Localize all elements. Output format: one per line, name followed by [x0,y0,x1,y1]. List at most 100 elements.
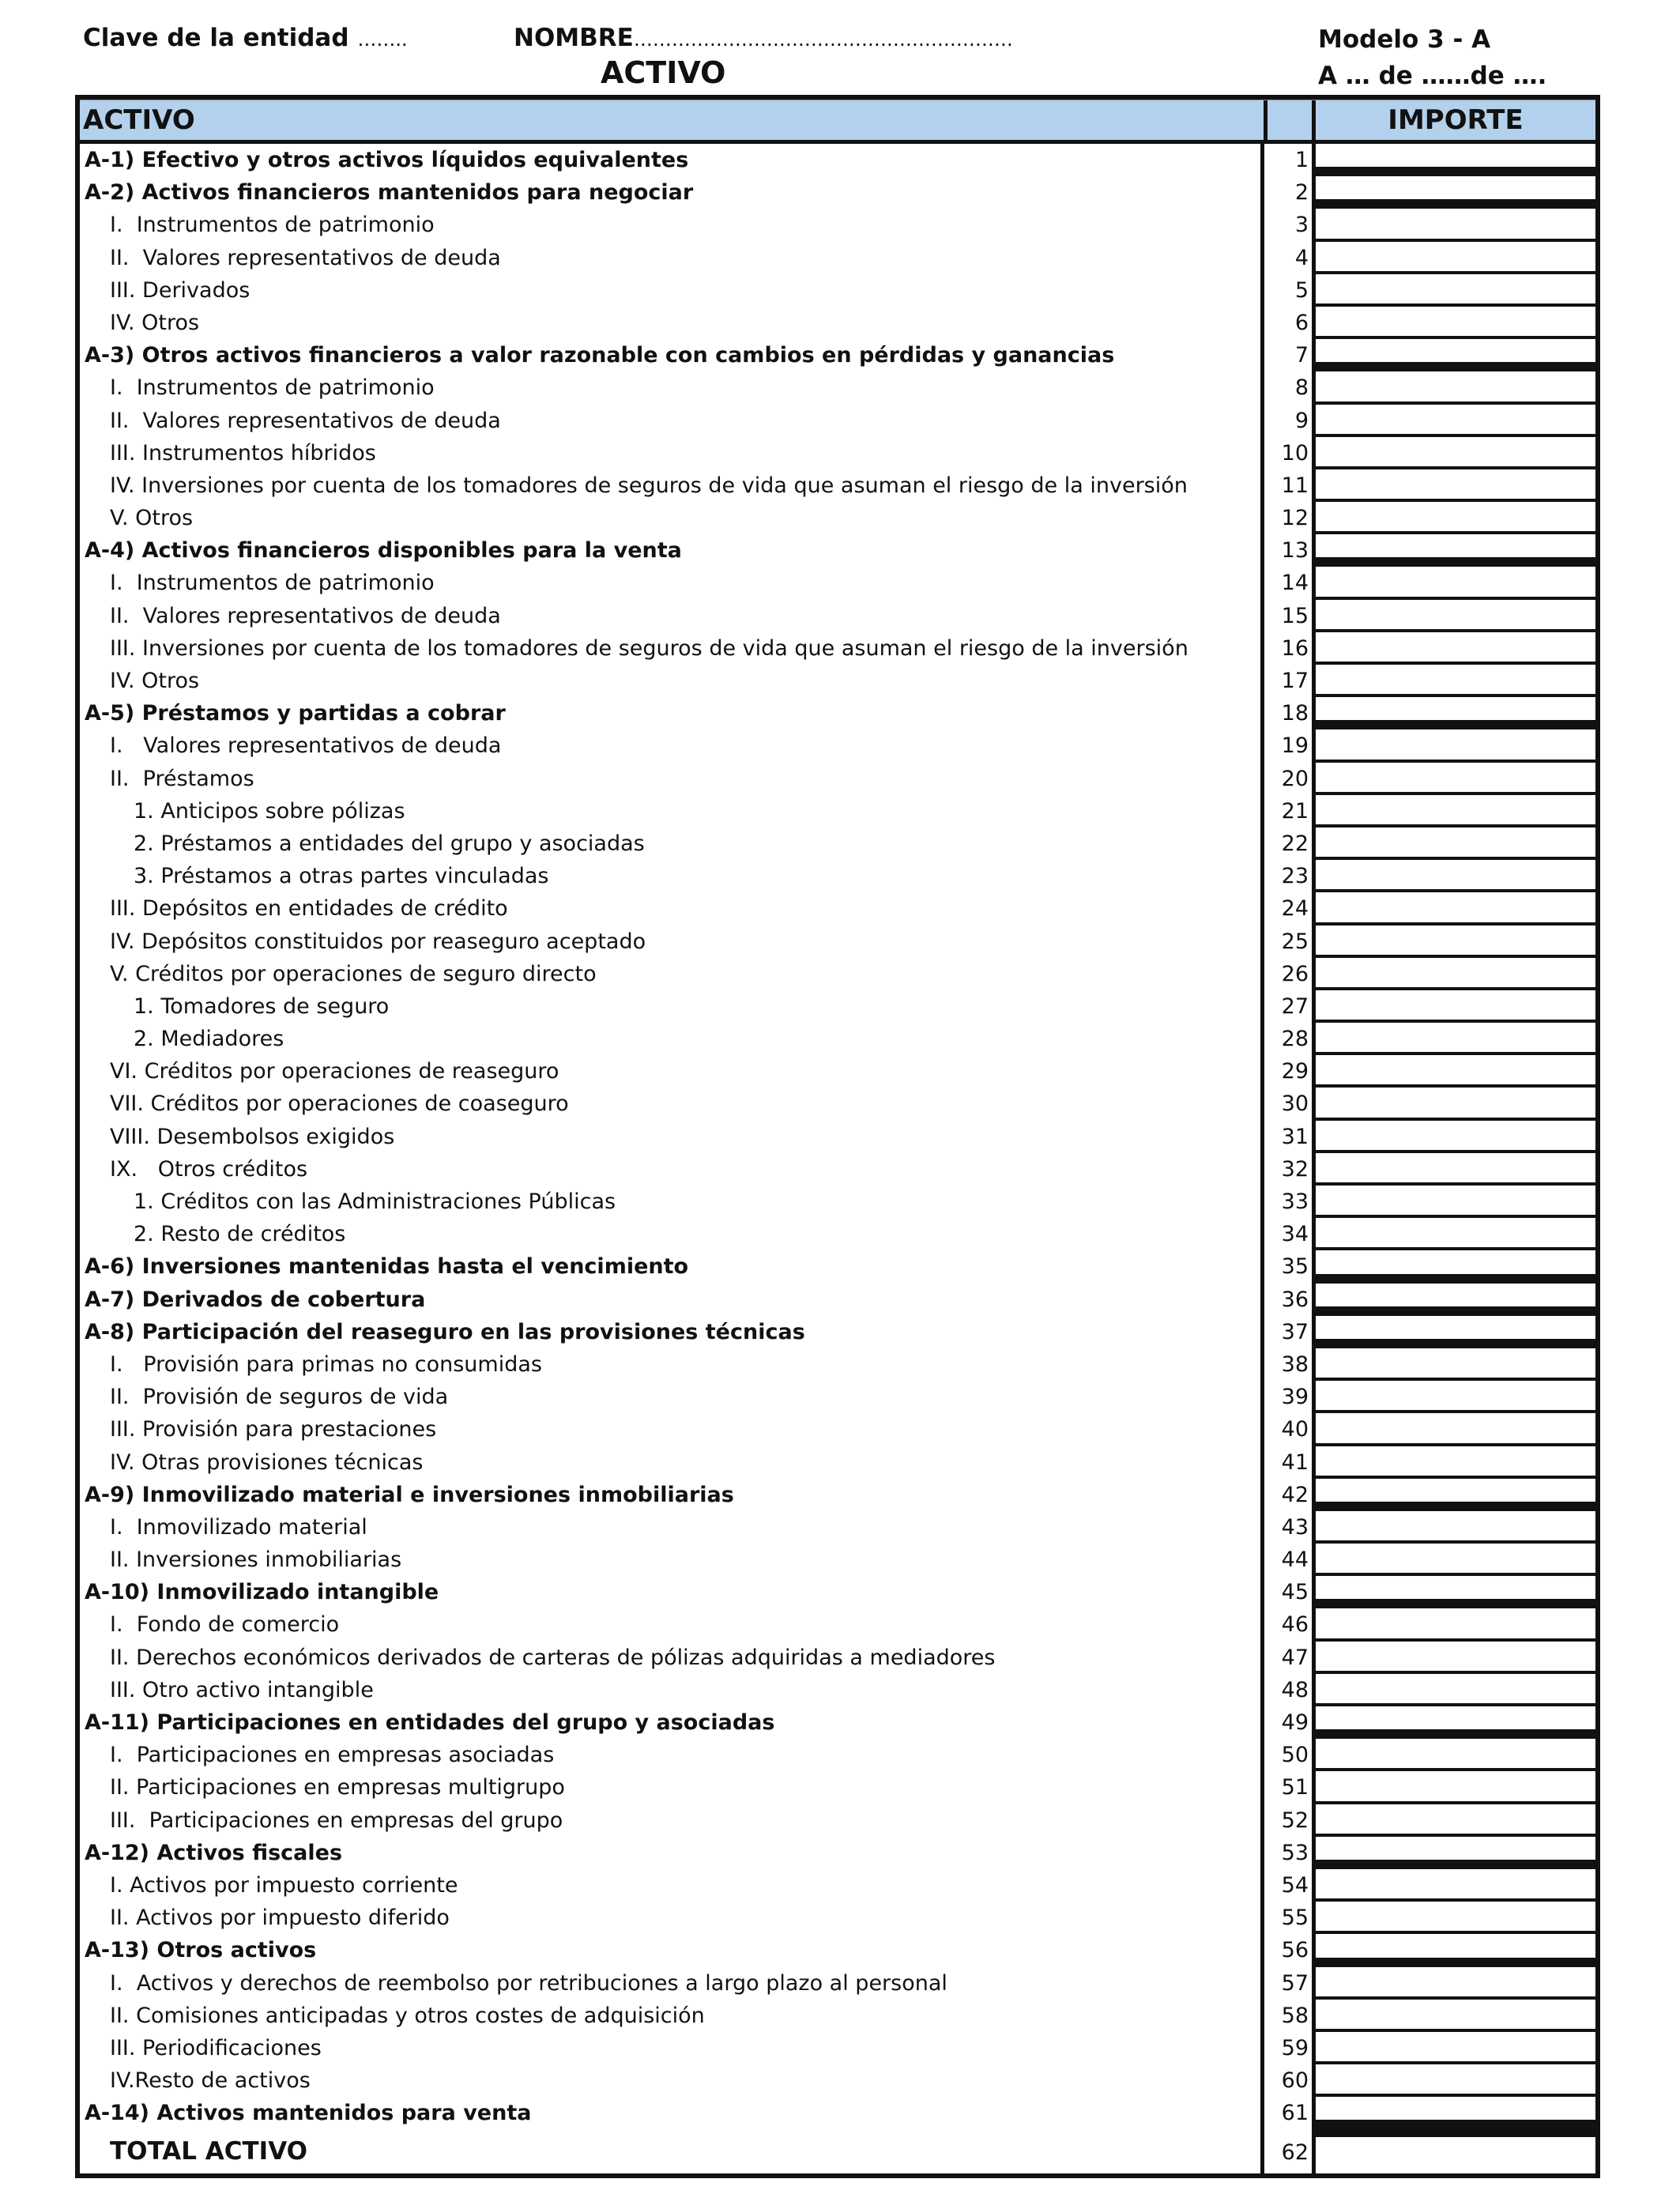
amount-input[interactable] [1316,2097,1595,2130]
row-number: 41 [1260,1446,1316,1479]
table-row: II. Valores representativos de deuda 15 [80,599,1595,632]
amount-input[interactable] [1316,405,1595,437]
amount-input[interactable] [1316,697,1595,730]
amount-box-border [1316,1674,1595,1706]
row-number: 5 [1260,273,1316,307]
amount-input[interactable] [1316,1544,1595,1577]
amount-input[interactable] [1316,1250,1595,1284]
amount-input[interactable] [1316,144,1595,177]
amount-input[interactable] [1316,1186,1595,1219]
amount-input[interactable] [1316,763,1595,795]
amount-input[interactable] [1316,1511,1595,1544]
table-row: A-11) Participaciones en entidades del g… [80,1706,1595,1740]
amount-input[interactable] [1316,2000,1595,2032]
amount-input[interactable] [1316,729,1595,763]
amount-box-border [1316,1153,1595,1186]
table-row: III. Depósitos en entidades de crédito 24 [80,892,1595,925]
amount-box-border [1316,144,1595,177]
amount-input[interactable] [1316,2129,1595,2173]
table-row: 1. Anticipos sobre pólizas 21 [80,794,1595,827]
row-label: 3. Préstamos a otras partes vinculadas [134,864,549,889]
row-label: A-2) Activos financieros mantenidos para… [85,180,694,205]
table-row: 1. Créditos con las Administraciones Púb… [80,1186,1595,1219]
row-label: II. Valores representativos de deuda [110,603,501,628]
amount-input[interactable] [1316,1284,1595,1316]
amount-input[interactable] [1316,2032,1595,2065]
row-number: 23 [1260,860,1316,893]
amount-input[interactable] [1316,1023,1595,1056]
row-number: 34 [1260,1218,1316,1251]
row-label: A-12) Activos fiscales [85,1840,343,1865]
amount-input[interactable] [1316,827,1595,861]
amount-input[interactable] [1316,1348,1595,1382]
amount-input[interactable] [1316,307,1595,340]
amount-input[interactable] [1316,632,1595,665]
amount-input[interactable] [1316,860,1595,893]
row-label: III. Derivados [110,277,250,303]
amount-input[interactable] [1316,567,1595,600]
amount-input[interactable] [1316,1771,1595,1804]
amount-input[interactable] [1316,990,1595,1023]
amount-box-border [1316,1544,1595,1577]
column-header-number [1264,100,1316,140]
amount-input[interactable] [1316,892,1595,925]
amount-input[interactable] [1316,1446,1595,1479]
amount-input[interactable] [1316,1608,1595,1642]
row-number: 27 [1260,990,1316,1023]
amount-input[interactable] [1316,1055,1595,1088]
amount-input[interactable] [1316,1153,1595,1186]
amount-input[interactable] [1316,958,1595,990]
row-label: II. Activos por impuesto diferido [110,1906,450,1931]
table-row: II. Derechos económicos derivados de car… [80,1641,1595,1674]
amount-input[interactable] [1316,1934,1595,1967]
amount-input[interactable] [1316,1804,1595,1837]
row-label: III. Inversiones por cuenta de los tomad… [110,635,1188,661]
entity-code-label: Clave de la entidad …….. [83,24,408,52]
row-label: IV. Otros [110,310,200,335]
amount-input[interactable] [1316,502,1595,535]
amount-input[interactable] [1316,274,1595,307]
amount-input[interactable] [1316,925,1595,958]
amount-box-border [1316,1706,1595,1740]
row-label: I. Fondo de comercio [110,1612,340,1638]
amount-input[interactable] [1316,1869,1595,1902]
amount-input[interactable] [1316,1837,1595,1869]
amount-input[interactable] [1316,534,1595,567]
amount-box-border [1316,1511,1595,1544]
row-number: 59 [1260,2031,1316,2065]
amount-input[interactable] [1316,600,1595,632]
row-label: A-8) Participación del reaseguro en las … [85,1319,805,1344]
amount-input[interactable] [1316,437,1595,469]
amount-input[interactable] [1316,339,1595,372]
amount-input[interactable] [1316,1381,1595,1414]
amount-input[interactable] [1316,371,1595,405]
table-row: II. Inversiones inmobiliarias 44 [80,1544,1595,1577]
amount-input[interactable] [1316,1674,1595,1706]
amount-input[interactable] [1316,1642,1595,1674]
amount-input[interactable] [1316,1739,1595,1772]
amount-box-border [1316,632,1595,665]
amount-input[interactable] [1316,665,1595,698]
amount-box-border [1316,600,1595,632]
amount-input[interactable] [1316,1967,1595,2000]
amount-input[interactable] [1316,1218,1595,1251]
amount-input[interactable] [1316,1706,1595,1740]
amount-input[interactable] [1316,1121,1595,1153]
row-label: A-11) Participaciones en entidades del g… [85,1710,775,1735]
amount-input[interactable] [1316,1088,1595,1121]
amount-input[interactable] [1316,795,1595,827]
amount-input[interactable] [1316,1902,1595,1935]
amount-input[interactable] [1316,209,1595,242]
amount-input[interactable] [1316,1479,1595,1511]
row-label: A-1) Efectivo y otros activos líquidos e… [85,148,689,172]
amount-input[interactable] [1316,242,1595,274]
amount-input[interactable] [1316,1316,1595,1348]
amount-input[interactable] [1316,469,1595,503]
table-row: I. Participaciones en empresas asociadas… [80,1739,1595,1772]
amount-input[interactable] [1316,1576,1595,1609]
row-label: II. Valores representativos de deuda [110,408,501,433]
amount-input[interactable] [1316,1413,1595,1446]
row-label: II. Derechos económicos derivados de car… [110,1645,996,1670]
amount-input[interactable] [1316,176,1595,209]
amount-input[interactable] [1316,2064,1595,2098]
